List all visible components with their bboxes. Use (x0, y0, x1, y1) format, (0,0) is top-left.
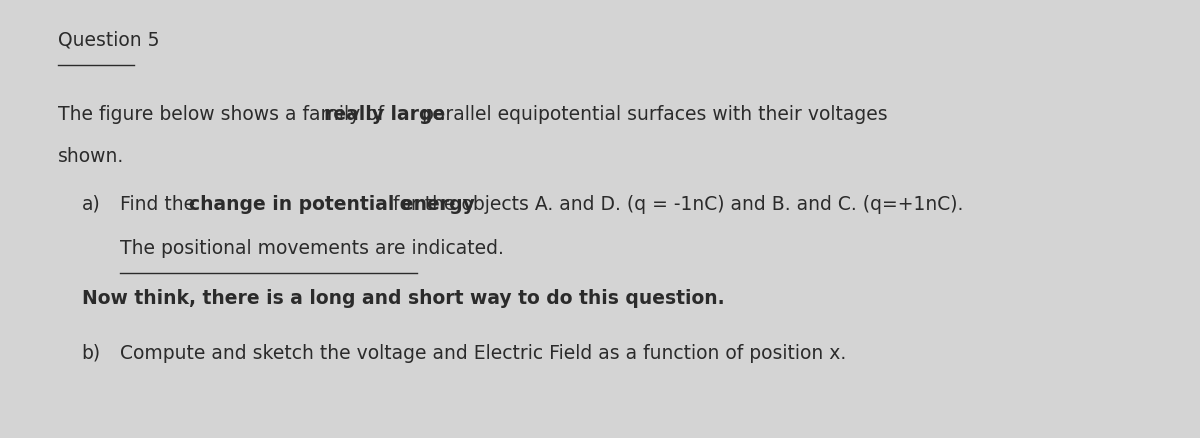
Text: Now think, there is a long and short way to do this question.: Now think, there is a long and short way… (82, 289, 725, 308)
Text: parallel equipotential surfaces with their voltages: parallel equipotential surfaces with the… (415, 105, 887, 124)
Text: a): a) (82, 195, 101, 214)
Text: b): b) (82, 344, 101, 363)
Text: The figure below shows a family of: The figure below shows a family of (58, 105, 390, 124)
Text: for the objects A. and D. (q = -1nC) and B. and C. (q=+1nC).: for the objects A. and D. (q = -1nC) and… (386, 195, 964, 214)
Text: Find the: Find the (120, 195, 202, 214)
Text: The positional movements are indicated.: The positional movements are indicated. (120, 239, 504, 258)
Text: really large: really large (324, 105, 445, 124)
Text: Compute and sketch the voltage and Electric Field as a function of position x.: Compute and sketch the voltage and Elect… (120, 344, 846, 363)
Text: change in potential energy: change in potential energy (188, 195, 474, 214)
Text: Question 5: Question 5 (58, 31, 160, 49)
Text: shown.: shown. (58, 147, 124, 166)
